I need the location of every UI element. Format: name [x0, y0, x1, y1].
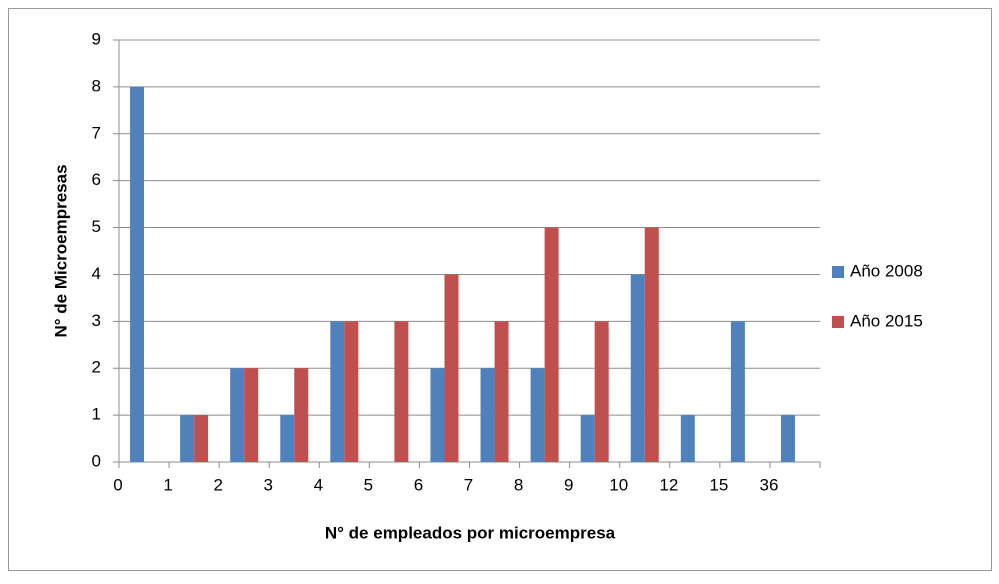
y-tick-label: 7	[92, 123, 101, 142]
y-tick-label: 0	[92, 451, 101, 470]
legend-swatch	[832, 266, 844, 278]
bar	[494, 321, 509, 462]
chart-frame	[8, 8, 992, 571]
x-tick-label: 1	[163, 475, 172, 494]
y-tick-label: 8	[92, 76, 101, 95]
x-tick-label: 6	[414, 475, 423, 494]
bar	[644, 227, 659, 462]
bar	[344, 321, 359, 462]
y-tick-label: 3	[92, 311, 101, 330]
bar	[330, 321, 345, 462]
x-tick-label: 2	[213, 475, 222, 494]
x-tick-label: 8	[514, 475, 523, 494]
y-axis-label: N° de Microempresas	[51, 164, 70, 337]
bar	[294, 368, 309, 462]
bar	[130, 86, 145, 462]
bar	[394, 321, 409, 462]
bar	[180, 415, 195, 462]
y-tick-label: 1	[92, 405, 101, 424]
x-tick-label: 0	[113, 475, 122, 494]
x-tick-label: 5	[364, 475, 373, 494]
legend-swatch	[832, 316, 844, 328]
x-tick-label: 4	[314, 475, 323, 494]
bar	[480, 368, 495, 462]
y-tick-label: 4	[92, 264, 101, 283]
bar	[244, 368, 259, 462]
bar	[230, 368, 245, 462]
bar	[194, 415, 209, 462]
bar	[444, 274, 459, 462]
bar	[730, 321, 745, 462]
bar	[580, 415, 595, 462]
x-tick-label: 36	[760, 475, 779, 494]
x-tick-label: 15	[709, 475, 728, 494]
legend-label: Año 2015	[850, 311, 923, 330]
bar	[780, 415, 795, 462]
y-tick-label: 5	[92, 217, 101, 236]
y-tick-label: 9	[92, 29, 101, 48]
x-tick-label: 7	[464, 475, 473, 494]
x-tick-label: 9	[564, 475, 573, 494]
x-axis-label: N° de empleados por microempresa	[325, 523, 616, 542]
x-tick-label: 3	[264, 475, 273, 494]
legend-label: Año 2008	[850, 261, 923, 280]
x-tick-label: 12	[659, 475, 678, 494]
bar	[530, 368, 545, 462]
bar	[544, 227, 559, 462]
x-tick-label: 10	[609, 475, 628, 494]
y-tick-label: 6	[92, 170, 101, 189]
bar	[680, 415, 695, 462]
bar	[280, 415, 295, 462]
bar	[594, 321, 609, 462]
y-tick-label: 2	[92, 358, 101, 377]
bar	[630, 274, 645, 462]
bar	[430, 368, 445, 462]
